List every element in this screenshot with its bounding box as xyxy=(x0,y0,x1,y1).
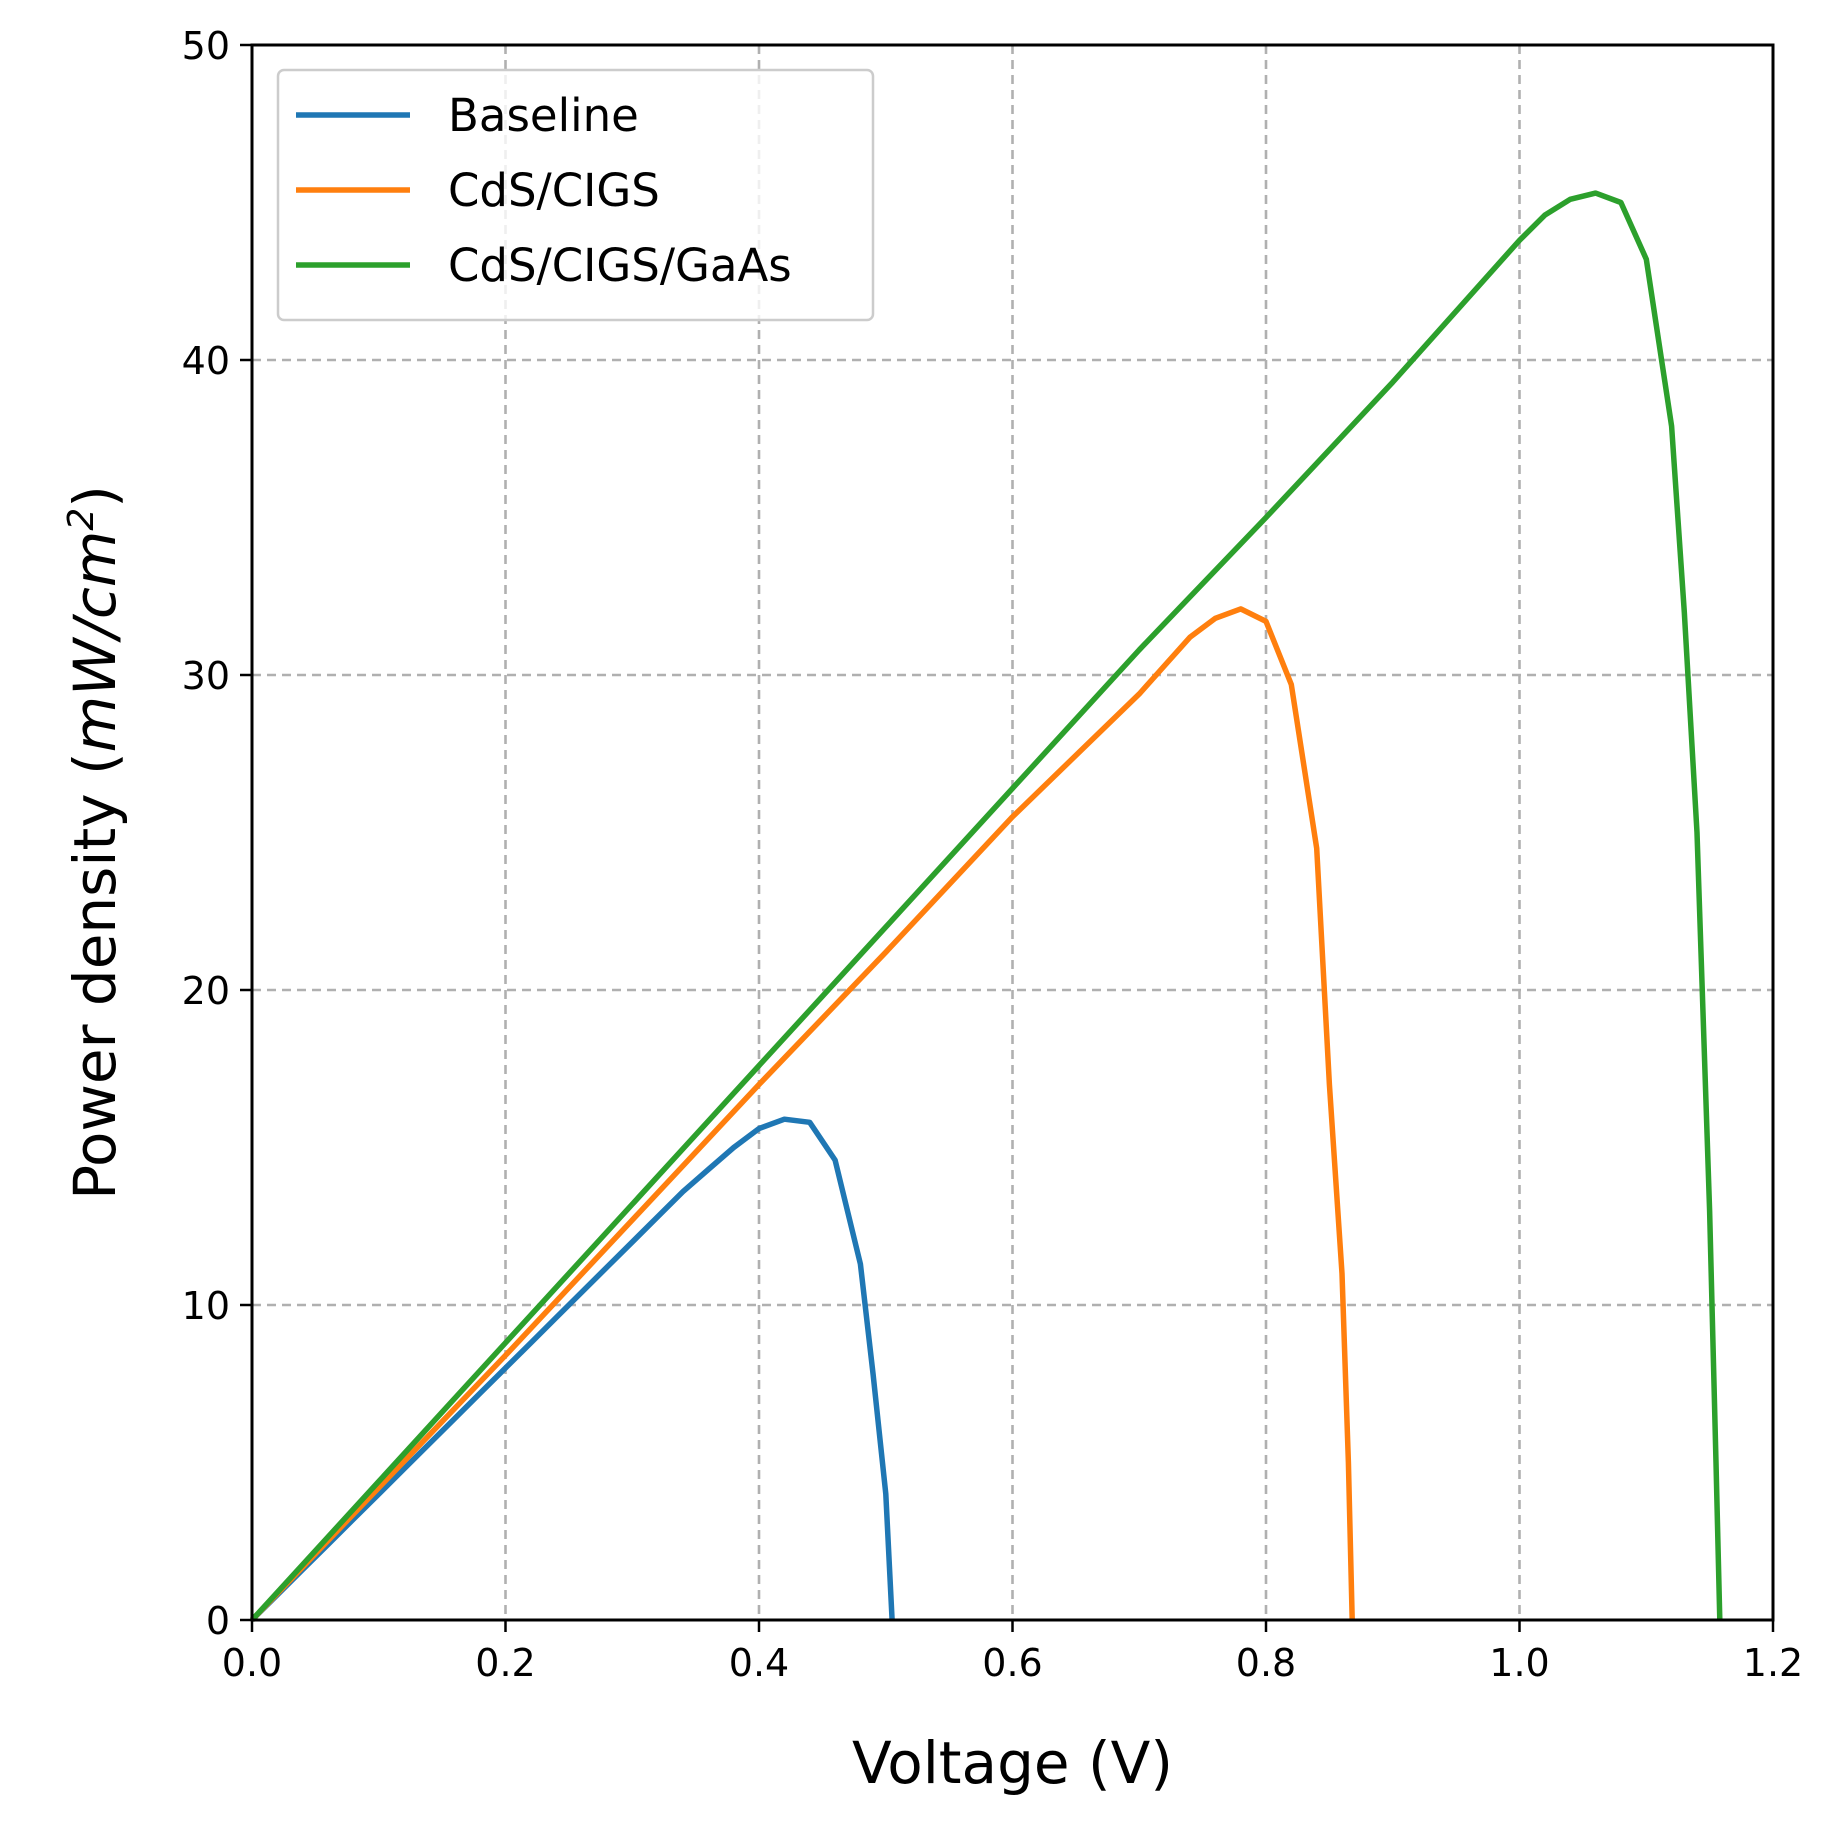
y-axis-title-exponent: 2 xyxy=(61,508,102,531)
x-tick-label: 1.0 xyxy=(1489,1641,1549,1685)
legend-label-cds-cigs-gaas: CdS/CIGS/GaAs xyxy=(448,239,792,292)
data-series xyxy=(249,190,1723,1622)
legend-label-cds-cigs: CdS/CIGS xyxy=(448,164,660,217)
y-tick-label: 0 xyxy=(206,1599,230,1643)
x-tick-label: 1.2 xyxy=(1743,1641,1803,1685)
series-line-cds-cigs xyxy=(250,606,1355,1622)
y-tick-label: 20 xyxy=(182,969,230,1013)
y-tick-label: 30 xyxy=(182,654,230,698)
x-axis-title: Voltage (V) xyxy=(852,1729,1173,1797)
axis-ticks: 0.0 0.2 0.4 0.6 0.8 1.0 1.2 0 10 20 30 40 50 xyxy=(182,24,1804,1685)
legend: Baseline CdS/CIGS CdS/CIGS/GaAs xyxy=(276,68,875,322)
y-tick-label: 10 xyxy=(182,1284,230,1328)
legend-label-baseline: Baseline xyxy=(448,89,639,142)
y-axis-title-suffix: ) xyxy=(61,485,129,508)
series-line-cds-cigs-gaas xyxy=(249,190,1723,1622)
x-tick-label: 0.0 xyxy=(222,1641,282,1685)
x-tick-label: 0.6 xyxy=(982,1641,1042,1685)
series-line-baseline xyxy=(250,1116,895,1622)
y-tick-label: 40 xyxy=(182,339,230,383)
y-axis-title-prefix: Power density ( xyxy=(61,752,129,1200)
y-axis-title: Power density (mW/cm2) xyxy=(61,485,129,1200)
y-axis-title-unit: mW/cm xyxy=(61,531,129,753)
x-tick-label: 0.8 xyxy=(1236,1641,1296,1685)
legend-box xyxy=(276,68,875,322)
x-tick-label: 0.4 xyxy=(729,1641,789,1685)
x-tick-label: 0.2 xyxy=(475,1641,535,1685)
y-tick-label: 50 xyxy=(182,24,230,68)
